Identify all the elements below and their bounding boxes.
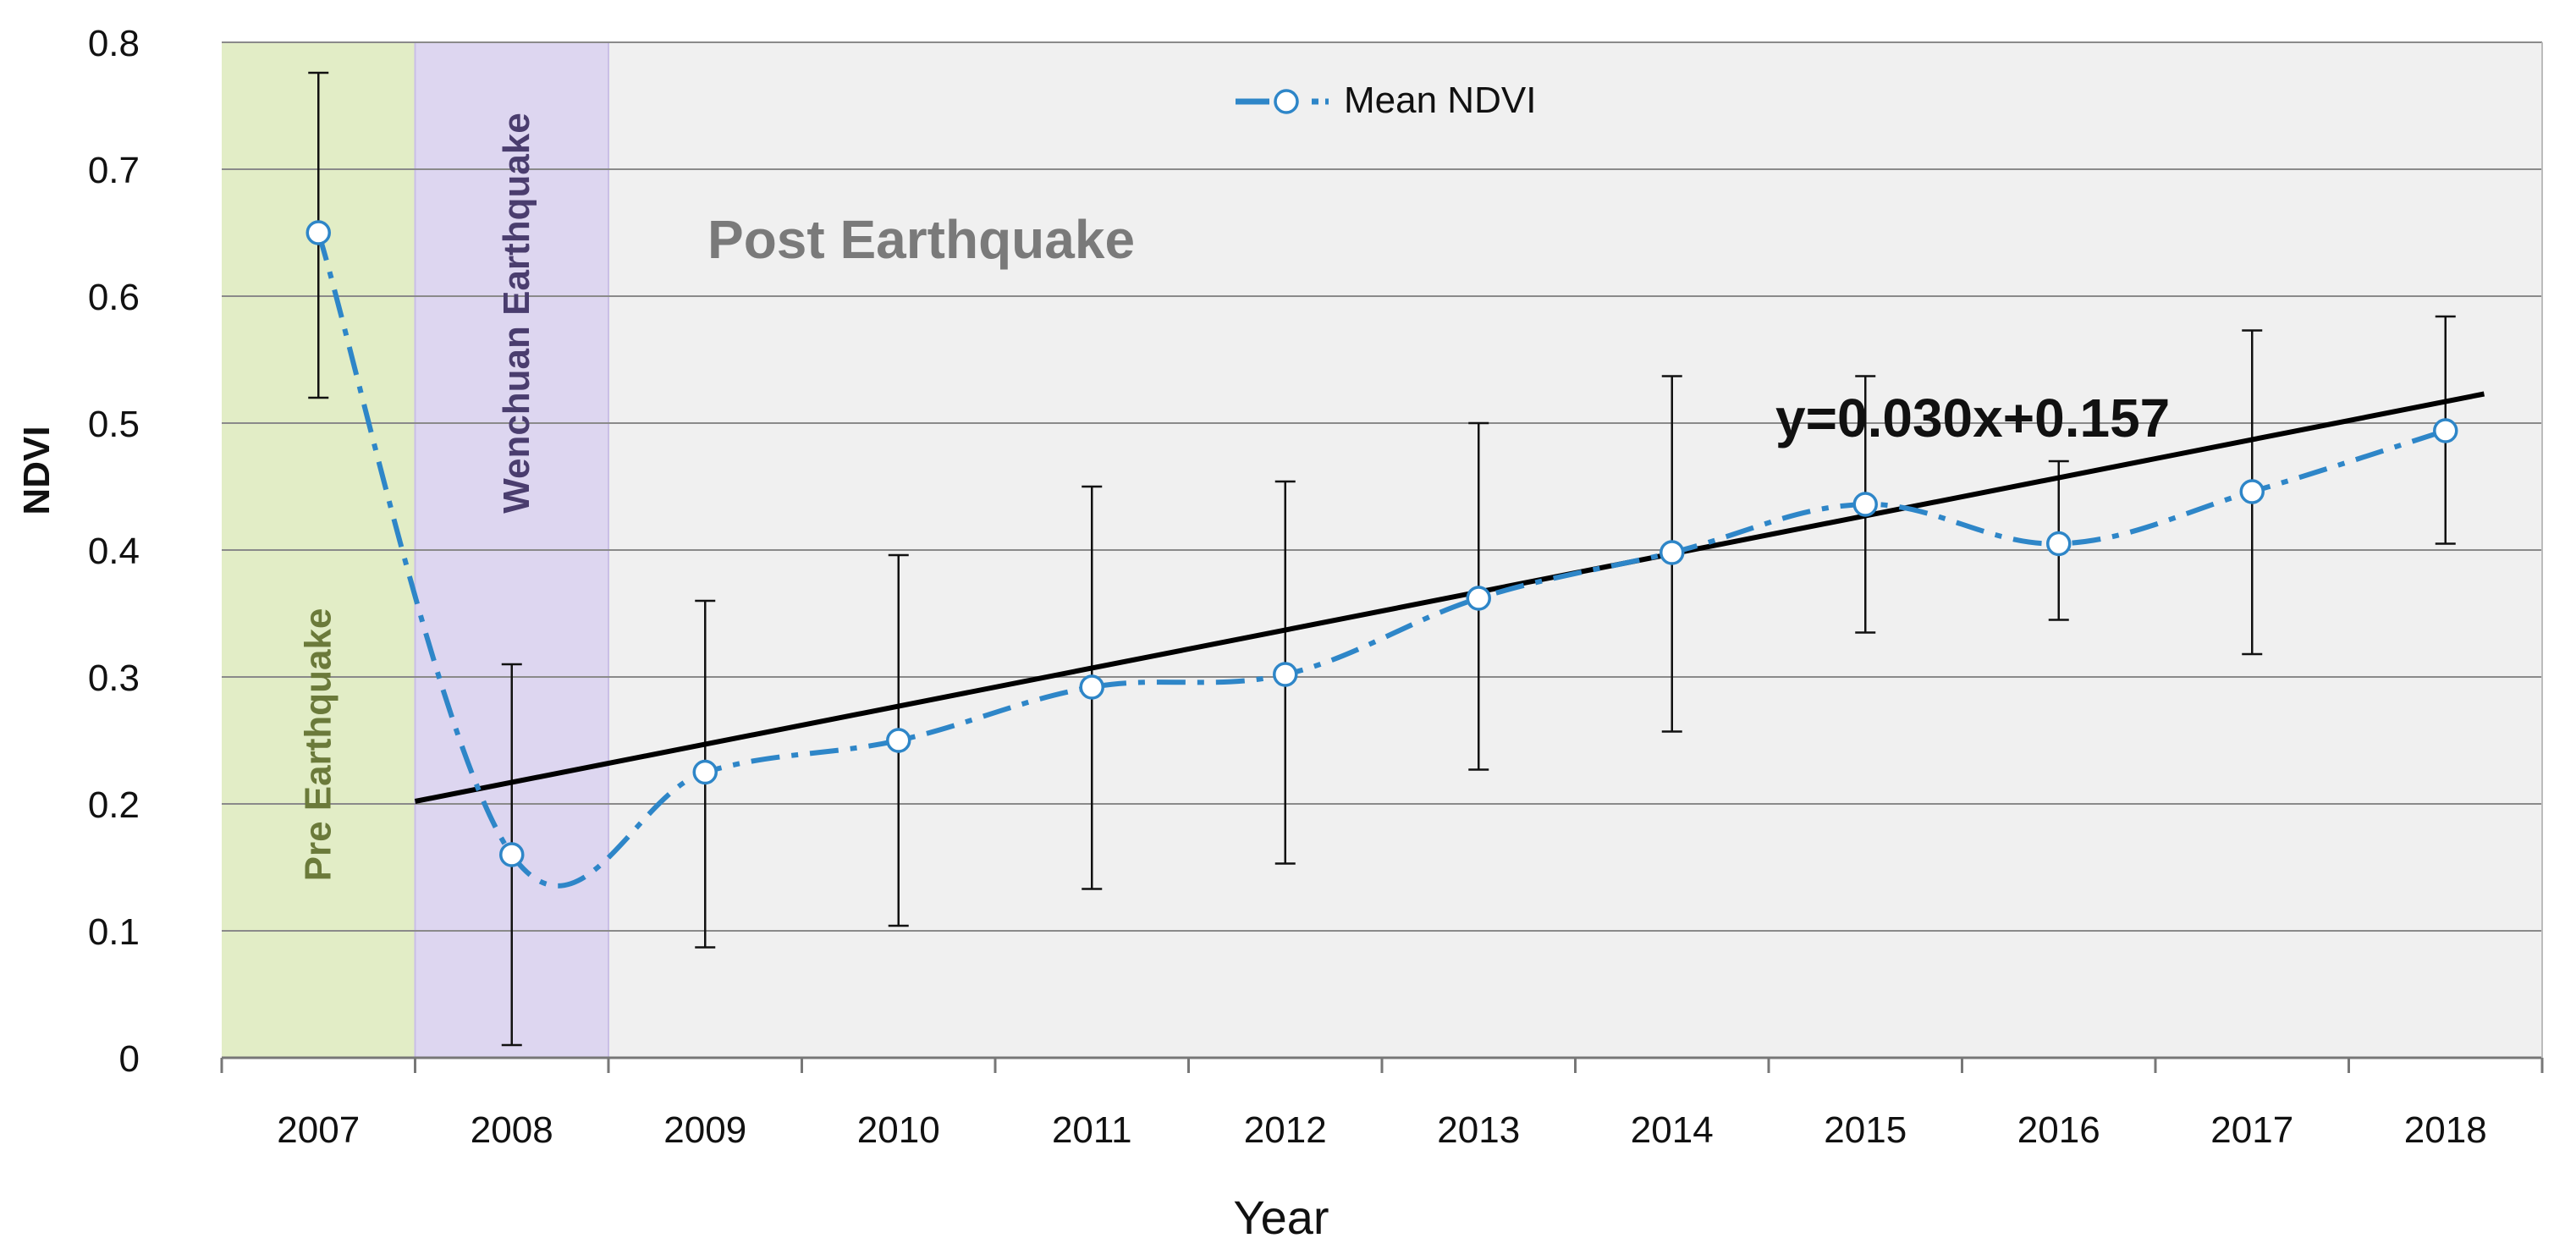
trendline bbox=[414, 391, 2485, 804]
y-tick-0.1: 0.1 bbox=[88, 911, 140, 953]
legend-marker bbox=[1274, 89, 1299, 114]
y-axis-title: NDVI bbox=[16, 426, 58, 514]
y-tick-0.5: 0.5 bbox=[88, 404, 140, 445]
point-2012 bbox=[1273, 662, 1298, 687]
point-2018 bbox=[2433, 418, 2458, 443]
x-tick-2007: 2007 bbox=[277, 1109, 360, 1151]
region-label-post-earthquake: Post Earthquake bbox=[707, 209, 1135, 270]
series-mean-ndvi bbox=[305, 220, 2458, 889]
trendline-group bbox=[414, 391, 2485, 804]
y-tick-0.4: 0.4 bbox=[88, 531, 140, 572]
y-tick-0: 0 bbox=[119, 1038, 140, 1080]
point-2008 bbox=[499, 842, 525, 867]
x-axis-title: Year bbox=[1233, 1191, 1329, 1244]
point-2017 bbox=[2239, 479, 2265, 504]
point-2011 bbox=[1079, 674, 1104, 700]
x-tick-2011: 2011 bbox=[1052, 1109, 1132, 1151]
region-label-pre-earthquake: Pre Earthquake bbox=[297, 608, 339, 882]
point-2016 bbox=[2046, 531, 2072, 557]
y-tick-0.8: 0.8 bbox=[88, 23, 140, 64]
legend-label-mean-ndvi: Mean NDVI bbox=[1344, 80, 1536, 121]
gridlines bbox=[222, 41, 2542, 932]
point-2014 bbox=[1660, 540, 1685, 565]
axes bbox=[220, 42, 2544, 1073]
y-tick-0.6: 0.6 bbox=[88, 277, 140, 318]
x-tick-2018: 2018 bbox=[2404, 1109, 2487, 1151]
y-tick-labels: 0 0.1 0.2 0.3 0.4 0.5 0.6 0.7 0.8 bbox=[88, 23, 140, 1080]
point-2015 bbox=[1852, 492, 1878, 517]
y-tick-0.7: 0.7 bbox=[88, 150, 140, 191]
point-2007 bbox=[305, 220, 331, 245]
x-tick-2012: 2012 bbox=[1244, 1109, 1327, 1151]
x-tick-2015: 2015 bbox=[1824, 1109, 1907, 1151]
point-2009 bbox=[692, 759, 718, 785]
region-labels: Pre Earthquake Wenchuan Earthquake Post Ea… bbox=[297, 113, 1135, 881]
y-tick-0.3: 0.3 bbox=[88, 658, 140, 699]
y-tick-0.2: 0.2 bbox=[88, 784, 140, 826]
trendline-equation: y=0.030x+0.157 bbox=[1775, 388, 2170, 448]
point-2013 bbox=[1466, 586, 1491, 611]
x-tick-labels: 2007 2008 2009 2010 2011 2012 2013 2014 2015 2016… bbox=[277, 1109, 2486, 1151]
x-tick-2013: 2013 bbox=[1437, 1109, 1520, 1151]
point-2010 bbox=[886, 728, 911, 753]
legend: Mean NDVI bbox=[1236, 80, 1536, 121]
x-tick-2008: 2008 bbox=[471, 1109, 553, 1151]
x-tick-2009: 2009 bbox=[663, 1109, 746, 1151]
x-tick-2014: 2014 bbox=[1631, 1109, 1714, 1151]
x-tick-2016: 2016 bbox=[2017, 1109, 2100, 1151]
x-tick-2010: 2010 bbox=[857, 1109, 940, 1151]
region-label-wenchuan-earthquake: Wenchuan Earthquake bbox=[496, 113, 537, 514]
x-tick-2017: 2017 bbox=[2210, 1109, 2293, 1151]
